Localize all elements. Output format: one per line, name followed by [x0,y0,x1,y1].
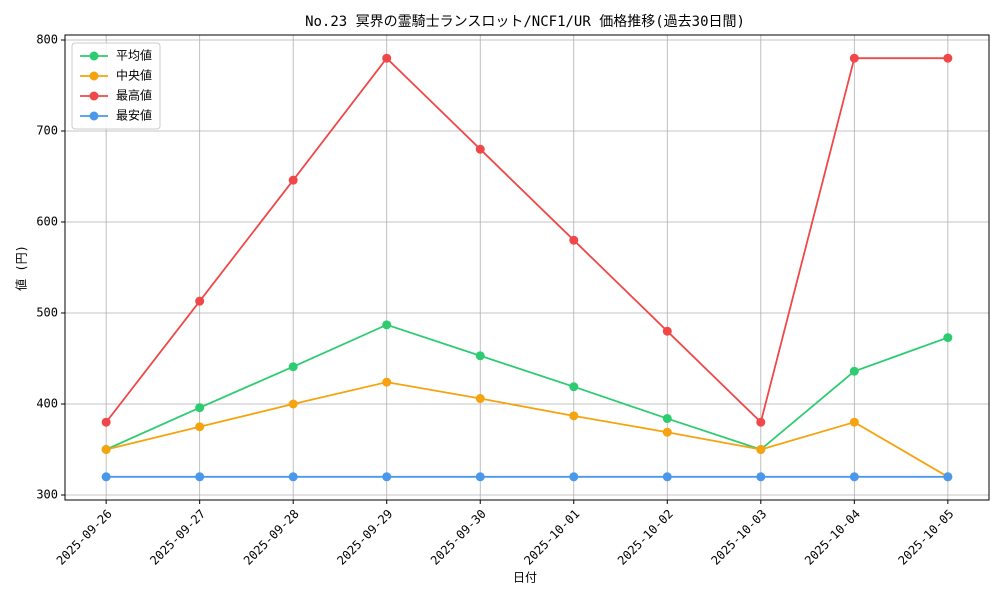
point [195,422,205,432]
x-tick-label: 2025-09-26 [54,507,115,568]
point [195,403,205,413]
legend-marker [89,91,99,101]
point [382,472,392,482]
x-tick-label: 2025-10-04 [802,507,863,568]
series-line [105,56,948,424]
point [475,144,485,154]
point [569,235,579,245]
legend-marker [89,51,99,61]
point [382,53,392,63]
point [101,472,111,482]
legend-label: 最安値 [116,108,152,123]
x-tick-label: 2025-10-05 [895,507,956,568]
y-axis-label: 値 (円) [14,245,29,291]
point [662,326,672,336]
point [569,472,579,482]
point [101,417,111,427]
point [382,377,392,387]
legend-marker [89,71,99,81]
y-tick-label: 300 [36,487,58,501]
point [756,472,766,482]
point [756,417,766,427]
y-tick-label: 800 [36,33,58,47]
point [849,472,859,482]
series-line [105,323,949,451]
point [195,296,205,306]
x-tick-label: 2025-09-27 [147,507,208,568]
y-tick-label: 600 [36,215,58,229]
legend-label: 中央値 [116,68,152,83]
x-tick-label: 2025-09-28 [241,507,302,568]
x-tick-label: 2025-09-29 [334,507,395,568]
point [475,472,485,482]
point [943,53,953,63]
point [475,351,485,361]
chart-title: No.23 冥界の霊騎士ランスロット/NCF1/UR 価格推移(過去30日間) [305,14,745,30]
y-tick-label: 700 [36,124,58,138]
point [943,472,953,482]
point [101,444,111,454]
point [849,417,859,427]
point [475,394,485,404]
point [288,175,298,185]
point [288,362,298,372]
point [662,427,672,437]
y-tick-label: 400 [36,396,58,410]
x-tick-label: 2025-10-02 [615,507,676,568]
point [662,472,672,482]
plot-frame [64,34,990,501]
point [195,472,205,482]
x-axis-label: 日付 [513,571,537,585]
point [849,366,859,376]
x-tick-label: 2025-10-03 [708,507,769,568]
point [756,444,766,454]
point [288,399,298,409]
legend-marker [89,111,99,121]
point [382,320,392,330]
x-tick-label: 2025-10-01 [521,507,582,568]
legend-box [71,42,161,130]
x-tick-label: 2025-09-30 [428,507,489,568]
y-tick-label: 500 [36,305,58,319]
point [662,414,672,424]
point [569,382,579,392]
point [943,333,953,343]
legend-label: 最高値 [116,88,152,103]
point [849,53,859,63]
series-line [105,381,949,478]
point [569,411,579,421]
legend-label: 平均値 [116,48,152,63]
point [288,472,298,482]
